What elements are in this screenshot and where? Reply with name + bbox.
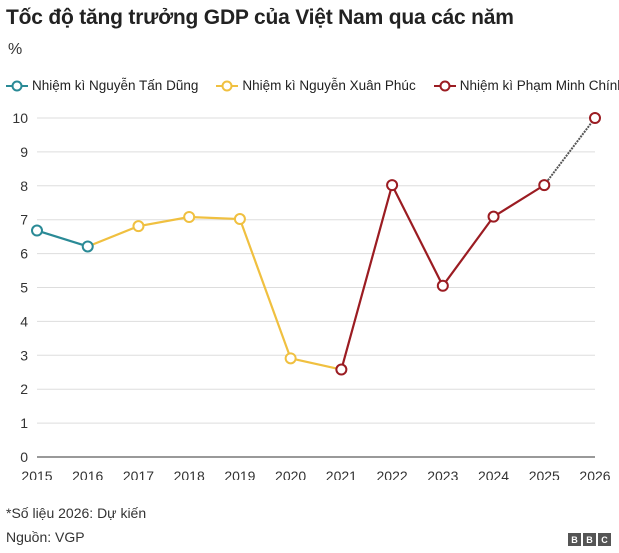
legend-marker-icon [433,80,456,91]
legend-label: Nhiệm kì Nguyễn Tấn Dũng [32,78,199,93]
legend-marker-icon [6,80,28,91]
footnote: *Số liệu 2026: Dự kiến [6,505,147,521]
data-point-2022 [386,179,399,192]
y-tick-label: 8 [20,178,28,194]
data-point-2017 [132,220,145,233]
projection-line [543,117,596,186]
legend-marker-icon [216,80,239,91]
series-line-0 [36,229,89,248]
y-tick-label: 2 [20,381,28,397]
legend-item-dung: Nhiệm kì Nguyễn Tấn Dũng [6,78,198,93]
y-tick-label: 7 [20,212,28,228]
x-tick-label: 2019 [224,468,255,480]
legend-item-phuc: Nhiệm kì Nguyễn Xuân Phúc [216,78,416,93]
data-point-2015 [31,224,43,237]
data-point-2026 [589,112,601,124]
data-point-2020 [284,352,297,365]
y-unit-label: % [8,41,23,58]
chart-title: Tốc độ tăng trưởng GDP của Việt Nam qua … [6,6,514,29]
x-tick-label: 2016 [72,468,103,480]
x-tick-label: 2020 [275,468,306,480]
x-tick-label: 2025 [529,468,560,480]
x-tick-label: 2024 [478,468,509,480]
plot-area: 0 1 2 3 4 5 6 7 8 9 10 2015 2016 2017 2018 2019 2020 2021… [12,110,610,480]
logo-letter: C [598,533,611,546]
logo-letter: B [568,533,581,546]
legend-item-chinh: Nhiệm kì Phạm Minh Chính [433,78,619,93]
x-tick-label: 2017 [123,468,154,480]
x-tick-label: 2021 [326,468,357,480]
data-point-2019 [233,213,246,226]
y-tick-label: 4 [20,313,28,329]
x-tick-label: 2026 [579,468,610,480]
y-tick-label: 0 [20,449,28,465]
logo-letter: B [583,533,596,546]
x-tick-label: 2023 [427,468,458,480]
data-point-2024 [487,210,500,223]
y-tick-label: 3 [20,347,28,363]
series-line-2 [340,182,545,370]
source: Nguồn: VGP [6,529,85,545]
y-tick-label: 1 [20,415,28,431]
y-tick-label: 6 [20,246,28,262]
y-tick-label: 9 [20,144,28,160]
data-point-2016 [81,240,94,253]
data-point-2021 [335,363,348,376]
data-point-2025 [538,179,551,192]
y-tick-label: 10 [12,110,28,126]
legend-label: Nhiệm kì Nguyễn Xuân Phúc [242,78,416,93]
legend: Nhiệm kì Nguyễn Tấn Dũng Nhiệm kì Nguyễn… [6,78,619,93]
y-tick-label: 5 [20,280,28,296]
legend-label: Nhiệm kì Phạm Minh Chính [459,78,619,93]
x-tick-label: 2018 [174,468,205,480]
x-tick-label: 2015 [21,468,52,480]
data-point-2023 [436,279,449,292]
series-line-1 [87,215,342,371]
x-tick-label: 2022 [377,468,408,480]
data-point-2018 [183,210,196,223]
